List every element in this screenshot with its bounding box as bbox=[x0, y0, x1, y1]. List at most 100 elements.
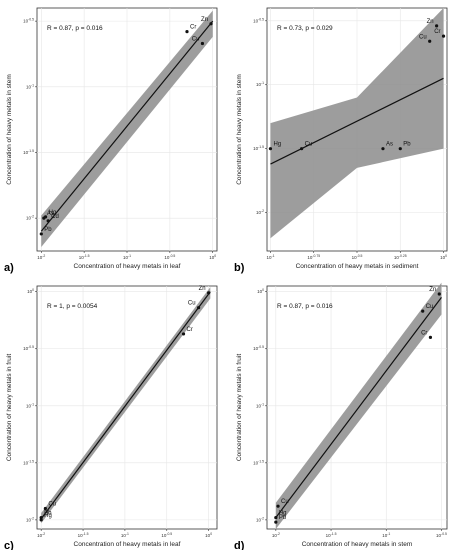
y-tick-label: 10-1 bbox=[256, 81, 264, 87]
panel-letter: c) bbox=[4, 540, 14, 550]
x-tick-label: 10-1 bbox=[123, 254, 131, 260]
data-point bbox=[435, 24, 439, 28]
data-point bbox=[437, 292, 441, 296]
data-point bbox=[398, 147, 402, 151]
point-label: Pb bbox=[44, 227, 52, 233]
data-point bbox=[421, 309, 425, 313]
x-tick-label: 10-1 bbox=[121, 532, 129, 538]
regression-line bbox=[40, 291, 211, 520]
data-point bbox=[268, 147, 273, 151]
y-tick-label: 10-2 bbox=[26, 215, 34, 221]
point-label: As bbox=[386, 142, 393, 148]
x-tick-label: 100 bbox=[209, 254, 216, 260]
y-tick-label: 10-1.5 bbox=[253, 145, 264, 151]
point-label: Hg bbox=[279, 511, 287, 517]
point-label: Pb bbox=[279, 515, 287, 521]
point-label: Cu bbox=[426, 304, 434, 310]
data-point bbox=[207, 291, 211, 295]
point-label: Cu bbox=[419, 34, 427, 40]
data-point bbox=[43, 215, 48, 219]
y-tick-label: 10-0.5 bbox=[23, 345, 34, 351]
point-label: Zn bbox=[427, 19, 434, 25]
x-tick-label: 10-1.5 bbox=[79, 254, 90, 260]
regression-line bbox=[270, 77, 444, 165]
x-tick-label: 100 bbox=[205, 532, 212, 538]
x-tick-label: 10-0.25 bbox=[394, 254, 407, 260]
data-point bbox=[39, 518, 43, 522]
data-point bbox=[428, 39, 432, 43]
stat-annotation: R = 0.87, p = 0.016 bbox=[277, 303, 333, 310]
x-tick-label: 10-0.5 bbox=[164, 254, 175, 260]
y-tick-label: 10-2 bbox=[256, 209, 264, 215]
y-tick-label: 100 bbox=[257, 288, 264, 294]
panel-letter: b) bbox=[234, 262, 245, 274]
y-tick-label: 10-1 bbox=[26, 402, 34, 408]
x-tick-label: 10-2 bbox=[37, 532, 45, 538]
point-label: As bbox=[47, 211, 54, 217]
y-tick-label: 10-0.5 bbox=[253, 345, 264, 351]
point-label: Cr bbox=[434, 29, 440, 35]
point-label: Cd bbox=[51, 214, 59, 220]
point-label: Cu bbox=[305, 142, 313, 148]
point-label: Cu bbox=[188, 301, 196, 307]
data-point bbox=[43, 506, 47, 511]
point-label: Cr bbox=[190, 25, 196, 31]
y-tick-label: 10-0.5 bbox=[23, 18, 34, 24]
y-tick-label: 10-1.5 bbox=[23, 149, 34, 155]
data-point bbox=[181, 332, 186, 336]
stat-annotation: R = 0.87, p = 0.016 bbox=[47, 25, 103, 32]
x-axis-label: Concentration of heavy metals in leaf bbox=[74, 541, 181, 548]
point-label: Cu bbox=[281, 499, 289, 505]
data-point bbox=[300, 147, 304, 151]
point-label: Zn bbox=[429, 287, 436, 293]
data-point bbox=[39, 515, 43, 520]
confidence-band bbox=[270, 8, 444, 239]
stat-annotation: R = 1, p = 0.0054 bbox=[47, 303, 98, 310]
point-label: Cr bbox=[421, 330, 427, 336]
confidence-band bbox=[275, 282, 442, 529]
point-label: Pb bbox=[403, 142, 411, 148]
data-point bbox=[428, 335, 433, 339]
x-tick-label: 10-1.5 bbox=[78, 532, 89, 538]
y-tick-label: 100 bbox=[27, 288, 34, 294]
data-point bbox=[274, 515, 278, 520]
regression-line bbox=[40, 20, 214, 232]
confidence-band bbox=[41, 10, 213, 248]
x-tick-label: 10-0.5 bbox=[436, 532, 447, 538]
y-axis-label: Concentration of heavy metals in fruit bbox=[236, 354, 243, 461]
regression-line bbox=[275, 297, 442, 518]
y-tick-label: 10-1.5 bbox=[23, 459, 34, 465]
panel-letter: a) bbox=[4, 262, 14, 274]
x-tick-label: 100 bbox=[440, 254, 447, 260]
point-label: Zn bbox=[201, 17, 208, 23]
x-tick-label: 10-1 bbox=[382, 532, 390, 538]
x-tick-label: 10-0.75 bbox=[307, 254, 320, 260]
y-tick-label: 10-0.5 bbox=[253, 17, 264, 23]
x-tick-label: 10-2 bbox=[272, 532, 280, 538]
point-label: Hg bbox=[273, 142, 281, 148]
data-point bbox=[381, 147, 385, 151]
y-tick-label: 10-2 bbox=[256, 516, 264, 522]
y-axis-label: Concentration of heavy metals in stem bbox=[236, 74, 243, 185]
data-point bbox=[274, 520, 278, 524]
y-tick-label: 10-2 bbox=[26, 516, 34, 522]
point-label: Hg bbox=[44, 513, 52, 519]
point-label: Cu bbox=[192, 36, 200, 42]
y-tick-label: 10-1.5 bbox=[253, 459, 264, 465]
y-axis-label: Concentration of heavy metals in stem bbox=[6, 74, 13, 185]
x-tick-label: 10-1.5 bbox=[326, 532, 337, 538]
point-label: Pb bbox=[44, 511, 52, 517]
x-axis-label: Concentration of heavy metals in leaf bbox=[74, 263, 181, 270]
x-axis-label: Concentration of heavy metals in stem bbox=[302, 541, 413, 548]
data-point bbox=[441, 34, 446, 38]
data-point bbox=[200, 41, 205, 46]
x-tick-label: 10-0.5 bbox=[161, 532, 172, 538]
stat-annotation: R = 0.73, p = 0.029 bbox=[277, 25, 333, 32]
point-label: Cu bbox=[48, 501, 56, 507]
data-point bbox=[209, 22, 213, 26]
